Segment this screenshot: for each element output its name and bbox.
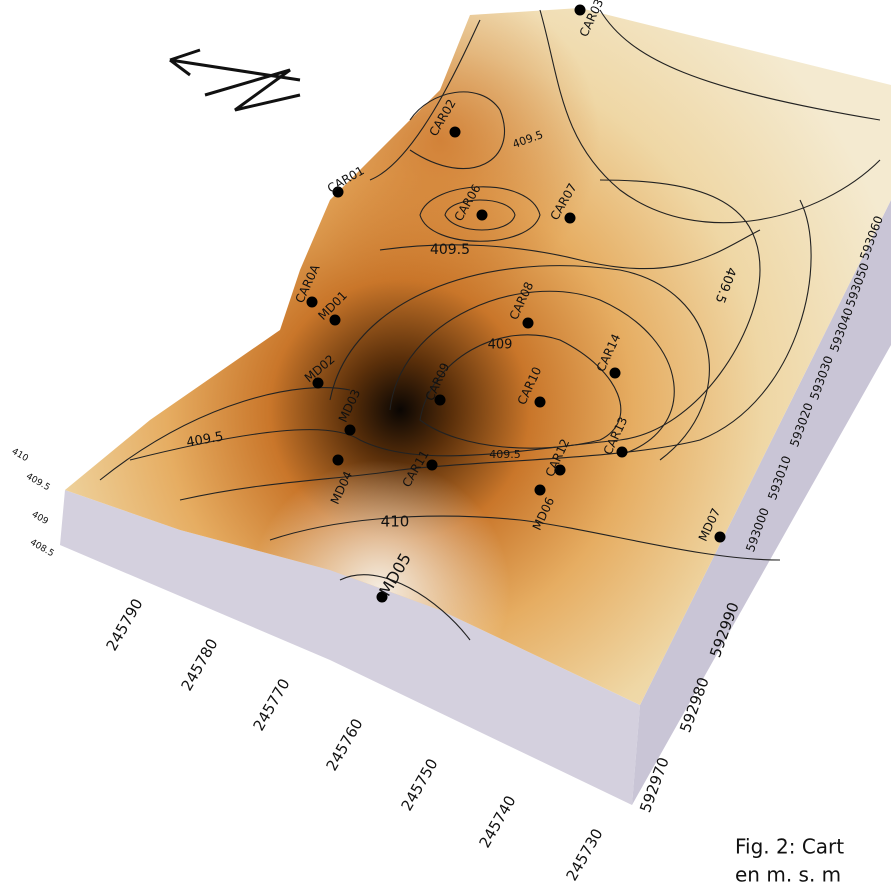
z-tick-label: 408.5 — [28, 538, 55, 560]
well-marker — [434, 394, 446, 406]
x-tick-label: 245740 — [475, 792, 519, 851]
well-marker — [554, 464, 566, 476]
north-arrow — [169, 48, 301, 112]
z-tick-label: 410 — [10, 447, 30, 464]
caption: en m. s. m — [735, 863, 841, 886]
well-marker — [714, 531, 726, 543]
x-tick-label: 245760 — [322, 715, 366, 774]
front-face — [60, 490, 640, 805]
well-marker — [534, 484, 546, 496]
x-tick-label: 245770 — [249, 675, 293, 734]
well-marker — [609, 367, 621, 379]
contour-label: 409.5 — [185, 429, 224, 450]
well-marker — [376, 591, 388, 603]
well-marker — [344, 424, 356, 436]
well-marker — [449, 126, 461, 138]
z-tick-label: 409.5 — [24, 472, 51, 494]
contour-label: 409.5 — [430, 242, 470, 258]
x-tick-label: 245780 — [177, 635, 221, 694]
contours — [99, 9, 881, 641]
well-marker — [332, 186, 344, 198]
well-marker — [564, 212, 576, 224]
caption: Fig. 2: Cart — [735, 835, 844, 859]
well-marker — [329, 314, 341, 326]
x-tick-label: 245730 — [562, 825, 606, 884]
z-tick-label: 409 — [30, 510, 50, 527]
right-face — [632, 200, 891, 805]
surface-shade — [65, 8, 891, 705]
contour-label: 409 — [488, 338, 513, 353]
well-marker — [476, 209, 488, 221]
x-tick-label: 245790 — [102, 595, 146, 654]
well-marker — [534, 396, 546, 408]
well-marker — [426, 459, 438, 471]
x-tick-label: 245750 — [397, 755, 441, 814]
well-marker — [332, 454, 344, 466]
well-marker — [616, 446, 628, 458]
well-marker — [574, 4, 586, 16]
contour-label: 409.5 — [489, 448, 521, 461]
well-marker — [312, 377, 324, 389]
well-marker — [306, 296, 318, 308]
contour-label: 410 — [381, 513, 410, 531]
well-marker — [522, 317, 534, 329]
